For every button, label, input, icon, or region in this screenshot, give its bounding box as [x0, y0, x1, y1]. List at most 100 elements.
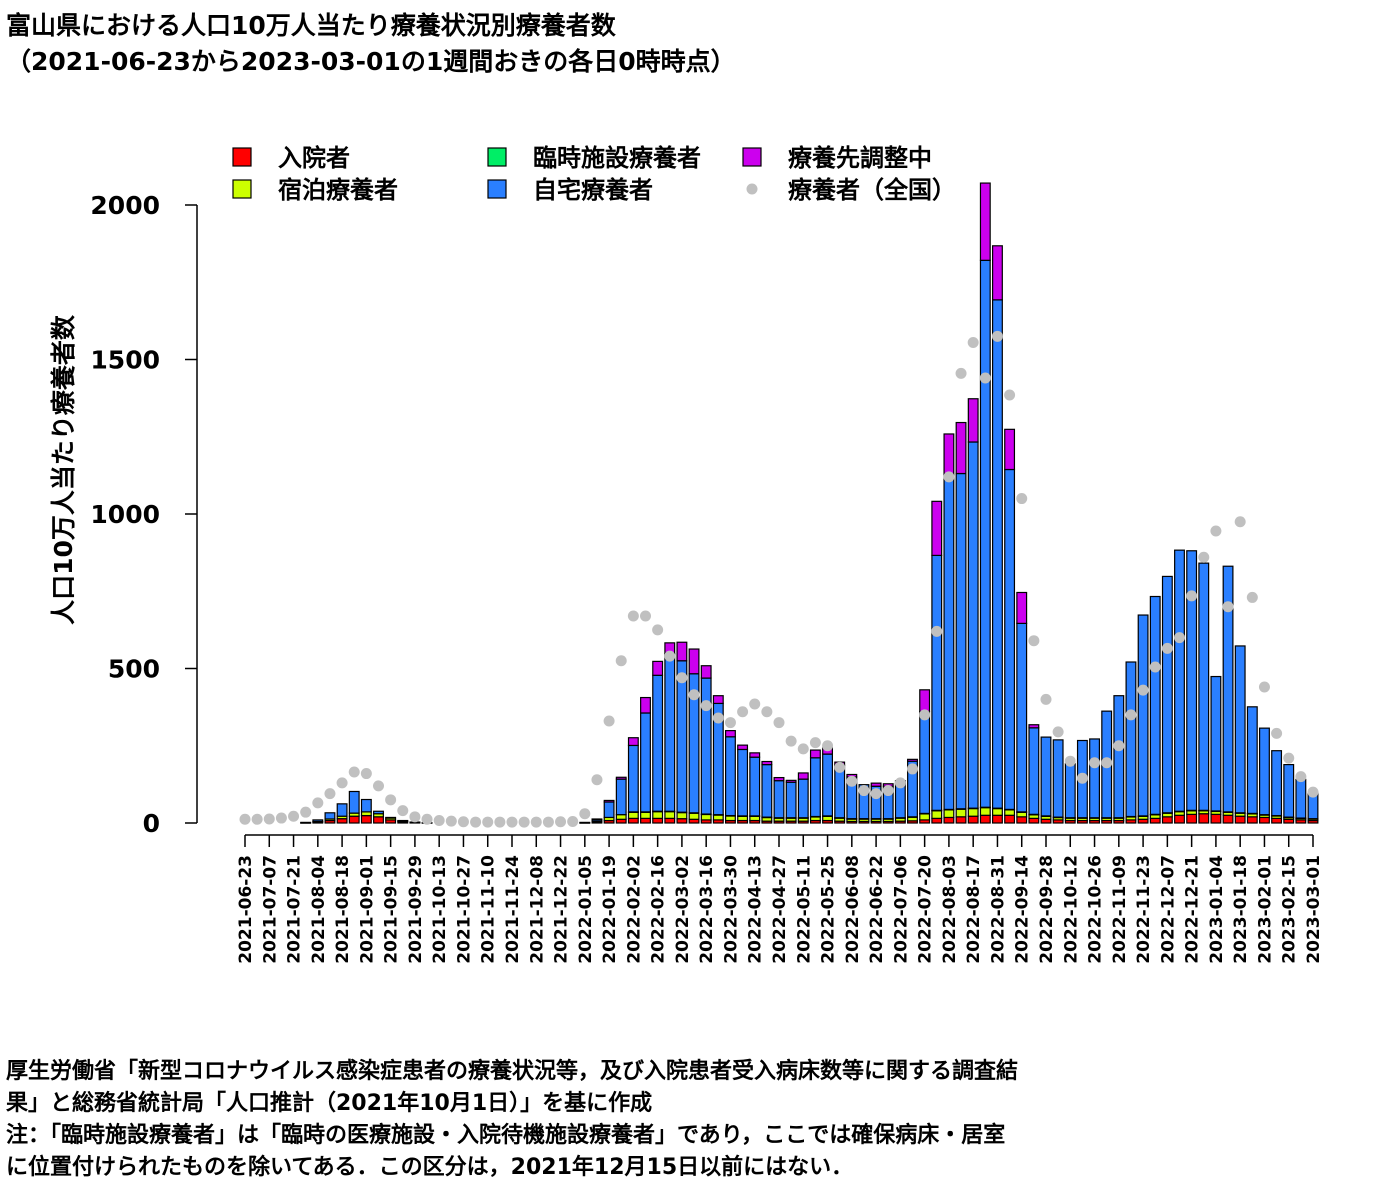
- national-point: [373, 780, 384, 792]
- bar-segment: [579, 821, 591, 824]
- national-point: [1198, 551, 1210, 563]
- bar-segment: [336, 818, 348, 824]
- bar-segment: [797, 778, 809, 819]
- legend-swatch: [742, 147, 762, 167]
- x-tick-label: 2022-01-19: [600, 855, 620, 964]
- bar-segment: [894, 783, 906, 819]
- bar-segment: [1174, 814, 1185, 824]
- national-point: [1174, 632, 1185, 644]
- x-tick-label: 2021-11-24: [503, 855, 523, 964]
- x-tick-label: 2021-09-29: [406, 855, 426, 964]
- source-note-line1: 厚生労働省「新型コロナウイルス感染症患者の療養状況等，及び入院患者受入病床数等に…: [6, 1059, 1019, 1084]
- national-point: [542, 816, 554, 828]
- bar-segment: [749, 752, 761, 758]
- bar-segment: [858, 784, 870, 820]
- bar-segment: [1004, 814, 1016, 824]
- y-tick-label: 1500: [90, 346, 160, 375]
- legend-label: 入院者: [278, 144, 350, 172]
- x-tick-label: 2022-11-09: [1110, 855, 1130, 964]
- bar-segment: [943, 433, 955, 478]
- x-tick-label: 2022-03-16: [697, 855, 717, 964]
- bar-segment: [919, 689, 931, 713]
- national-point: [1125, 709, 1137, 721]
- bar-segment: [1246, 706, 1258, 815]
- bar-segment: [979, 814, 991, 824]
- bar-segment: [676, 818, 688, 824]
- national-point: [591, 774, 603, 786]
- national-point: [251, 813, 263, 825]
- bar-segment: [1186, 550, 1198, 811]
- bar-segment: [1174, 549, 1185, 812]
- bar-segment: [785, 779, 797, 783]
- bar-segment: [919, 813, 931, 821]
- bar-segment: [627, 744, 639, 813]
- bar-segment: [1198, 813, 1210, 824]
- bar-segment: [943, 809, 955, 819]
- bar-segment: [640, 712, 651, 813]
- bar-segment: [664, 810, 676, 819]
- national-point: [506, 816, 518, 828]
- x-tick-label: 2021-09-15: [382, 855, 402, 964]
- national-point: [1040, 693, 1052, 705]
- bar-segment: [385, 816, 397, 819]
- bar-segment: [1028, 727, 1040, 815]
- bar-segment: [1016, 816, 1028, 824]
- national-point: [1076, 772, 1088, 784]
- national-point: [955, 367, 967, 379]
- national-point: [1210, 525, 1222, 537]
- bar-segment: [991, 807, 1003, 816]
- bar-segment: [640, 817, 651, 824]
- national-point: [1222, 601, 1234, 613]
- x-tick-label: 2022-07-06: [891, 855, 911, 964]
- national-point: [858, 785, 870, 797]
- bar-segment: [1222, 814, 1234, 824]
- bar-segment: [1161, 575, 1173, 814]
- bar-segment: [1271, 750, 1283, 817]
- bar-segment: [931, 810, 943, 819]
- national-point: [627, 610, 639, 622]
- national-point: [555, 816, 567, 828]
- x-tick-label: 2021-10-27: [454, 855, 474, 964]
- bar-segment: [700, 677, 712, 815]
- bar-segment: [603, 799, 615, 803]
- x-tick-label: 2021-06-23: [236, 855, 256, 964]
- national-point: [360, 768, 372, 780]
- bar-segment: [1210, 813, 1222, 824]
- bar-segment: [1161, 816, 1173, 824]
- national-point: [239, 813, 251, 825]
- legend-swatch: [487, 147, 507, 167]
- bar-segment: [785, 781, 797, 819]
- bar-segment: [809, 749, 821, 759]
- bar-segment: [700, 813, 712, 821]
- bar-segment: [1186, 813, 1198, 824]
- legend-swatch: [487, 179, 507, 199]
- x-tick-label: 2022-04-13: [746, 855, 766, 964]
- bar-segment: [1149, 595, 1161, 815]
- bar-segment: [991, 245, 1003, 301]
- national-point: [275, 812, 287, 824]
- bar-segment: [312, 819, 324, 823]
- bar-segment: [907, 758, 918, 762]
- national-point: [1246, 591, 1258, 603]
- axes: 0 500 1000 1500 2000 人口10万人当たり療養者数: [49, 191, 1313, 838]
- national-point: [1307, 786, 1319, 798]
- points-layer: [239, 330, 1319, 828]
- national-point: [433, 815, 445, 827]
- national-point: [348, 766, 360, 778]
- national-point: [300, 806, 312, 818]
- bar-segment: [1113, 695, 1125, 819]
- national-point: [931, 625, 943, 637]
- national-point: [336, 777, 348, 789]
- x-tick-label: 2022-07-20: [916, 855, 936, 964]
- bar-segment: [300, 821, 312, 824]
- bar-segment: [1222, 565, 1234, 813]
- legend-swatch: [232, 179, 252, 199]
- x-tick-label: 2022-09-28: [1037, 855, 1057, 964]
- national-point: [1052, 726, 1064, 738]
- chart-title: 富山県における人口10万人当たり療養状況別療養者数: [6, 11, 616, 40]
- bar-segment: [809, 757, 821, 818]
- y-tick-label: 500: [108, 655, 160, 684]
- bar-segment: [1016, 591, 1028, 624]
- national-point: [943, 471, 955, 483]
